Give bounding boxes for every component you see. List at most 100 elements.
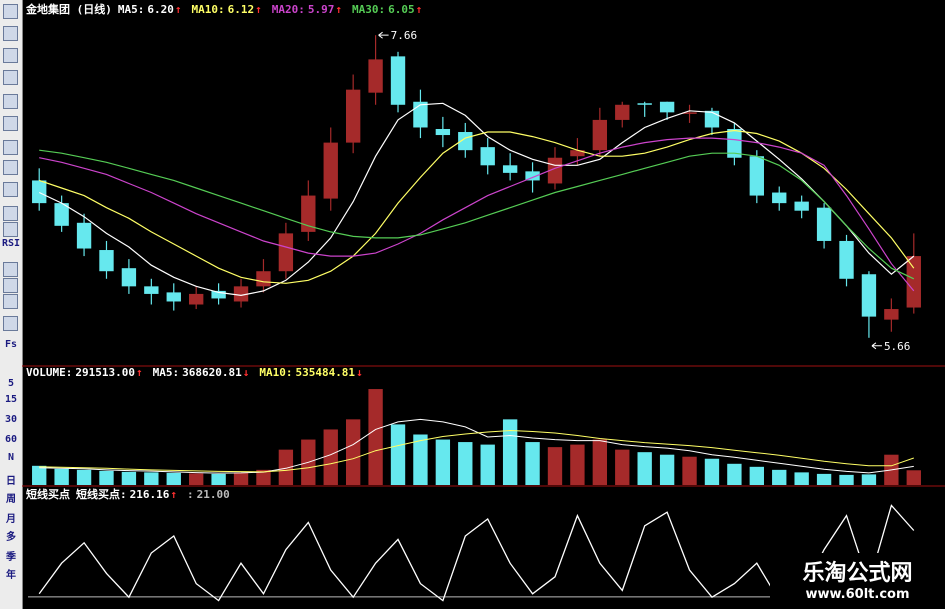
- tool-button[interactable]: N: [7, 452, 15, 463]
- annotation-label: 7.66: [391, 29, 418, 42]
- candle-body: [345, 89, 361, 143]
- tool-button[interactable]: 多: [6, 532, 16, 543]
- volume-bar: [211, 473, 226, 485]
- legend-name: MA10:: [191, 3, 225, 16]
- legend-value: 6.12: [227, 3, 255, 16]
- tool-icon[interactable]: [3, 26, 18, 41]
- tool-icon[interactable]: [3, 4, 18, 19]
- candle-body: [435, 128, 451, 136]
- candle-body: [301, 195, 316, 232]
- tool-button[interactable]: RSI: [1, 238, 21, 249]
- legend-name: :: [187, 488, 194, 501]
- tool-icon[interactable]: [3, 294, 18, 309]
- tool-button[interactable]: 年: [6, 570, 16, 581]
- legend-trend: ↑: [170, 488, 177, 501]
- candle-body: [727, 128, 742, 158]
- watermark-title: 乐淘公式网: [802, 561, 913, 586]
- tool-icon[interactable]: [3, 94, 18, 109]
- volume-bar: [99, 470, 114, 485]
- tool-icon[interactable]: [3, 222, 18, 237]
- candle-body: [906, 256, 921, 308]
- tool-icon[interactable]: [3, 316, 18, 331]
- tool-icon[interactable]: [3, 278, 18, 293]
- panel-header: VOLUME: 291513.00↑ MA5: 368620.81↓ MA10: 5354…: [26, 366, 373, 379]
- moving-average-line: [39, 137, 915, 292]
- candle-body: [861, 274, 877, 317]
- candle-body: [99, 250, 114, 272]
- candle-body: [211, 290, 226, 299]
- volume-bar: [32, 465, 47, 485]
- indicator-line: [38, 504, 915, 602]
- candle-body: [525, 171, 540, 181]
- tool-icon[interactable]: [3, 262, 18, 277]
- watermark-url: www.60lt.com: [805, 587, 910, 602]
- legend-value: 5.97: [307, 3, 335, 16]
- volume-bar: [749, 466, 764, 485]
- tool-icon[interactable]: [3, 140, 18, 155]
- volume-bar: [906, 470, 921, 485]
- volume-bar: [704, 458, 720, 485]
- tool-icon[interactable]: [3, 160, 18, 175]
- legend-value: 291513.00: [75, 366, 135, 379]
- tool-button[interactable]: 季: [6, 552, 16, 563]
- moving-average-line: [39, 129, 915, 284]
- tool-icon[interactable]: [3, 182, 18, 197]
- tool-icon[interactable]: [3, 70, 18, 85]
- tool-icon[interactable]: [3, 48, 18, 63]
- volume-bar: [278, 449, 294, 485]
- volume-bar: [256, 469, 271, 485]
- candle-body: [659, 101, 675, 113]
- tool-icon[interactable]: [3, 116, 18, 131]
- volume-bar: [525, 442, 540, 485]
- volume-bar: [54, 468, 69, 485]
- volume-bar: [76, 469, 92, 485]
- volume-bar: [547, 447, 563, 485]
- legend-trend: ↑: [135, 366, 143, 379]
- volume-bar: [189, 473, 204, 485]
- candle-body: [749, 156, 764, 196]
- candle-body: [637, 103, 652, 105]
- annotation-label: 5.66: [884, 340, 911, 353]
- moving-average-line: [38, 102, 915, 297]
- legend-name: MA10:: [259, 366, 293, 379]
- candle-body: [233, 286, 249, 302]
- volume-bar: [637, 452, 652, 485]
- legend-trend: ↑: [174, 3, 182, 16]
- panel-header: 金地集团 (日线) MA5: 6.20↑ MA10: 6.12↑ MA20: 5.97↑ MA…: [26, 1, 432, 17]
- candle-body: [592, 119, 608, 151]
- tool-button[interactable]: 15: [4, 394, 18, 405]
- tool-button[interactable]: 日: [6, 476, 16, 487]
- tool-button[interactable]: 月: [6, 514, 16, 525]
- tool-button[interactable]: 60: [4, 434, 18, 445]
- volume-bar: [570, 444, 585, 485]
- volume-bar: [794, 472, 809, 485]
- tool-button[interactable]: 周: [6, 494, 16, 505]
- candle-body: [502, 165, 518, 173]
- candle-body: [323, 142, 338, 199]
- tool-button[interactable]: Fs: [4, 339, 18, 350]
- volume-bar: [144, 472, 159, 485]
- tool-button[interactable]: 30: [4, 414, 18, 425]
- volume-average-line: [39, 418, 914, 474]
- tool-button[interactable]: 5: [7, 378, 15, 389]
- volume-bar: [345, 419, 361, 485]
- legend-value: 535484.81: [295, 366, 356, 379]
- volume-bar: [682, 456, 697, 485]
- candle-body: [839, 240, 854, 279]
- volume-bar: [413, 434, 428, 485]
- watermark: 乐淘公式网 www.60lt.com: [770, 553, 945, 609]
- volume-average-line: [39, 429, 914, 473]
- volume-bar: [121, 471, 137, 485]
- candle-body: [256, 271, 271, 287]
- legend-name: MA30:: [352, 3, 386, 16]
- legend-value: 6.20: [147, 3, 174, 16]
- legend-name: MA5:: [152, 366, 180, 379]
- volume-bar: [502, 419, 518, 485]
- legend-trend: ↑: [415, 3, 423, 16]
- legend-name: MA20:: [271, 3, 305, 16]
- tool-icon[interactable]: [3, 206, 18, 221]
- legend-value: 6.05: [388, 3, 415, 16]
- candle-body: [772, 192, 787, 204]
